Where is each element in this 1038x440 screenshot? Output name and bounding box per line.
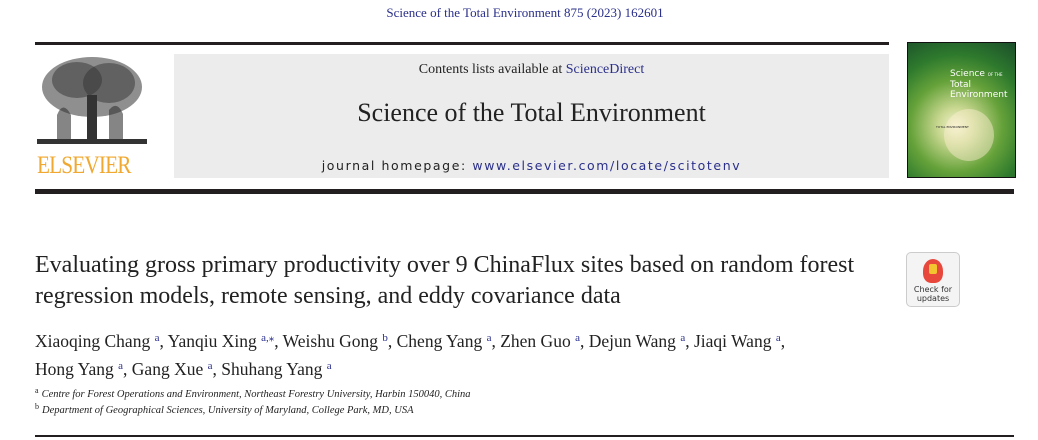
journal-cover[interactable]: Science OF THE Total Environment TOTAL EN…: [907, 42, 1016, 178]
citation-line[interactable]: Science of the Total Environment 875 (20…: [386, 5, 664, 20]
bookmark-icon: [923, 259, 943, 283]
cover-title-of: OF THE: [987, 72, 1003, 77]
author-affiliation-mark[interactable]: a: [486, 332, 492, 344]
cover-title-2: Total Environment: [950, 80, 1008, 100]
affiliation-text: Department of Geographical Sciences, Uni…: [42, 405, 414, 416]
journal-banner: Contents lists available at ScienceDirec…: [174, 54, 889, 178]
author-affiliation-mark[interactable]: a: [326, 360, 332, 372]
author-list: Xiaoqing Chang a, Yanqiu Xing a,⁎, Weish…: [35, 331, 786, 379]
homepage-prefix: journal homepage:: [321, 158, 473, 173]
author[interactable]: Zhen Guo: [500, 331, 571, 351]
author[interactable]: Yanqiu Xing: [167, 331, 257, 351]
affiliation-text: Centre for Forest Operations and Environ…: [41, 389, 471, 400]
author[interactable]: Jiaqi Wang: [693, 331, 772, 351]
cover-title-1: Science: [950, 69, 985, 79]
elsevier-wordmark[interactable]: ELSEVIER: [37, 152, 131, 179]
author-affiliation-mark[interactable]: a,⁎: [261, 332, 275, 344]
header-bottom-rule: [35, 189, 1014, 194]
author-affiliation-mark[interactable]: a: [118, 360, 124, 372]
cover-title: Science OF THE Total Environment: [950, 69, 1015, 100]
affiliation-key: b: [35, 402, 39, 411]
author[interactable]: Xiaoqing Chang: [35, 331, 151, 351]
affiliation-key: a: [35, 386, 39, 395]
author[interactable]: Hong Yang: [35, 359, 114, 379]
author[interactable]: Cheng Yang: [396, 331, 483, 351]
cover-small-text: TOTAL ENVIRONMENT: [936, 125, 969, 129]
contents-line: Contents lists available at ScienceDirec…: [174, 62, 889, 78]
journal-title: Science of the Total Environment: [357, 98, 706, 127]
homepage-line: journal homepage: www.elsevier.com/locat…: [174, 158, 889, 173]
author-affiliation-mark[interactable]: b: [382, 332, 388, 344]
author[interactable]: Dejun Wang: [588, 331, 676, 351]
badge-label-2: updates: [916, 294, 950, 303]
bottom-rule: [35, 435, 1014, 437]
author-affiliation-mark[interactable]: a: [775, 332, 781, 344]
affiliation-b: b Department of Geographical Sciences, Un…: [35, 402, 414, 416]
elsevier-tree-logo: [37, 55, 147, 147]
author-affiliation-mark[interactable]: a: [154, 332, 160, 344]
top-rule: [35, 42, 889, 45]
cover-flower: [944, 109, 994, 161]
author[interactable]: Gang Xue: [131, 359, 204, 379]
check-for-updates-button[interactable]: Check for updates: [906, 252, 960, 307]
author[interactable]: Weishu Gong: [282, 331, 378, 351]
author-affiliation-mark[interactable]: a: [575, 332, 580, 344]
sciencedirect-link[interactable]: ScienceDirect: [565, 62, 645, 77]
affiliation-a: a Centre for Forest Operations and Enviro…: [35, 386, 470, 400]
contents-prefix: Contents lists available at: [418, 62, 566, 77]
author-affiliation-mark[interactable]: a: [207, 360, 213, 372]
article-title: Evaluating gross primary productivity ov…: [35, 252, 855, 309]
author[interactable]: Shuhang Yang: [221, 359, 323, 379]
author-affiliation-mark[interactable]: a: [680, 332, 686, 344]
badge-label-1: Check for: [913, 285, 953, 294]
homepage-link[interactable]: www.elsevier.com/locate/scitotenv: [472, 158, 742, 173]
